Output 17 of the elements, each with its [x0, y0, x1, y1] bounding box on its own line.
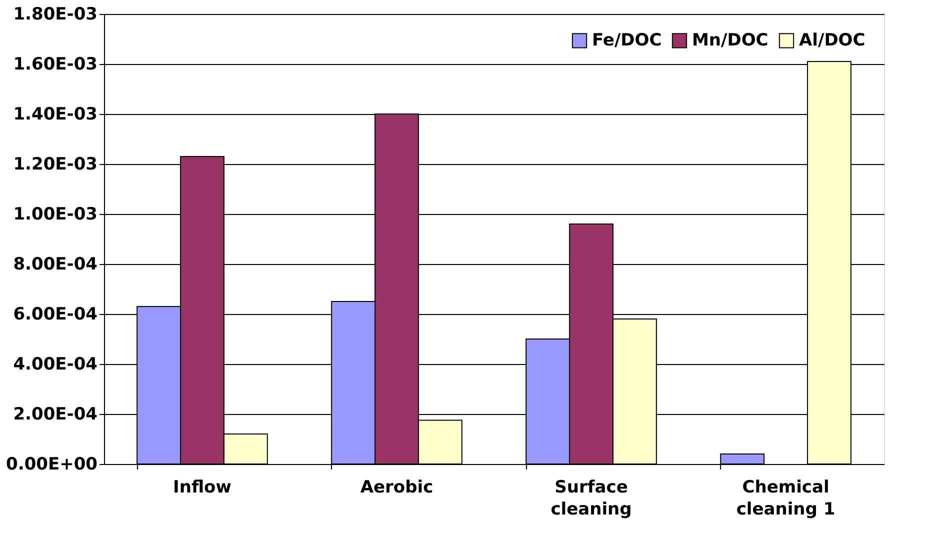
y-tick-label: 1.60E-03 [13, 54, 98, 74]
y-tick-label: 0.00E+00 [6, 454, 98, 474]
x-tick-label: Inflow [173, 478, 232, 498]
y-tick-label: 1.40E-03 [13, 104, 98, 124]
legend-label: Al/DOC [799, 30, 866, 51]
y-tick-label: 1.80E-03 [13, 4, 98, 24]
x-tick-label: Chemical cleaning 1 [736, 478, 836, 520]
x-tick-label: Surface cleaning [550, 478, 632, 520]
y-tick-label: 8.00E-04 [13, 254, 98, 274]
y-tick-label: 1.00E-03 [13, 204, 98, 224]
y-tick-label: 1.20E-03 [13, 154, 98, 174]
y-tick-label: 6.00E-04 [13, 304, 98, 324]
legend-label: Mn/DOC [692, 30, 768, 51]
legend-label: Fe/DOC [592, 30, 662, 51]
x-tick-label: Aerobic [360, 478, 434, 498]
y-tick-label: 4.00E-04 [13, 354, 98, 374]
y-tick-label: 2.00E-04 [13, 404, 98, 424]
